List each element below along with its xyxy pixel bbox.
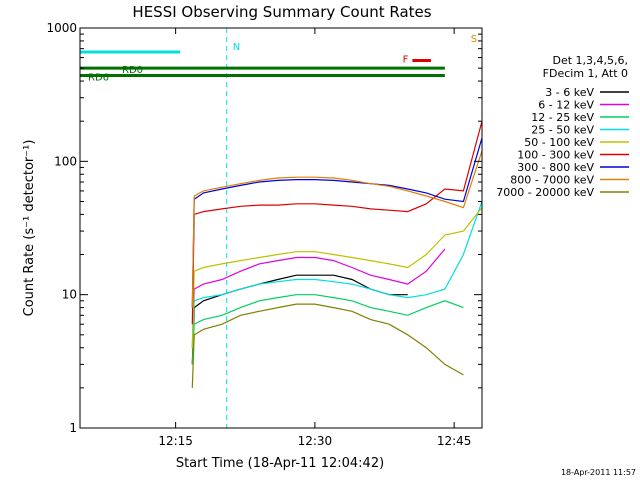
x-tick-label: 12:15 [158,434,193,448]
chart-title: HESSI Observing Summary Count Rates [132,3,431,21]
series-line-8 [191,303,464,388]
legend-entry-label: 12 - 25 keV [531,111,594,124]
x-axis-ticks: 12:15 12:30 12:45 [158,28,471,448]
y-axis-ticks: 1 10 100 1000 [46,21,482,435]
series-line-2 [191,294,464,365]
legend-entry-label: 6 - 12 keV [538,99,594,112]
y-tick-label: 100 [54,154,77,168]
x-axis-label: Start Time (18-Apr-11 12:04:42) [176,456,384,471]
series-line-6 [191,137,483,308]
y-axis-label: Count Rate (s⁻¹ detector⁻¹) [22,140,37,317]
timestamp: 18-Apr-2011 11:57 [561,468,636,477]
legend-header-line: Det 1,3,4,5,6, [552,54,628,67]
legend-entry-label: 100 - 300 keV [517,149,594,162]
legend-entry-label: 7000 - 20000 keV [496,186,594,199]
legend-entry-label: 50 - 100 keV [524,136,594,149]
plot-area: N RD0 RD6 F S [79,28,483,428]
legend-entry-label: 800 - 7000 keV [510,174,594,187]
series-line-4 [191,207,483,348]
series-line-3 [191,201,483,348]
legend-entry-label: 25 - 50 keV [531,124,594,137]
legend-entry-label: 3 - 6 keV [545,86,594,99]
plot-frame [79,27,483,429]
x-tick-label: 12:45 [437,434,472,448]
y-tick-label: 10 [62,288,77,302]
flag-label-rd6: RD6 [88,73,109,84]
x-tick-label: 12:30 [298,434,333,448]
flag-label-rd0: RD0 [122,65,143,76]
series-line-1 [191,248,446,348]
flag-label-n: N [233,42,240,53]
legend-header-line: FDecim 1, Att 0 [543,67,628,80]
series-line-0 [191,274,408,365]
legend-entry-label: 300 - 800 keV [517,161,594,174]
y-tick-label: 1000 [46,21,77,35]
flag-label-f: F [403,55,409,66]
y-tick-label: 1 [69,421,77,435]
series-line-7 [191,150,483,308]
legend: Det 1,3,4,5,6,FDecim 1, Att 0 3 - 6 keV6 … [496,54,629,199]
series-line-5 [191,121,483,325]
flag-label-s: S [471,34,477,45]
